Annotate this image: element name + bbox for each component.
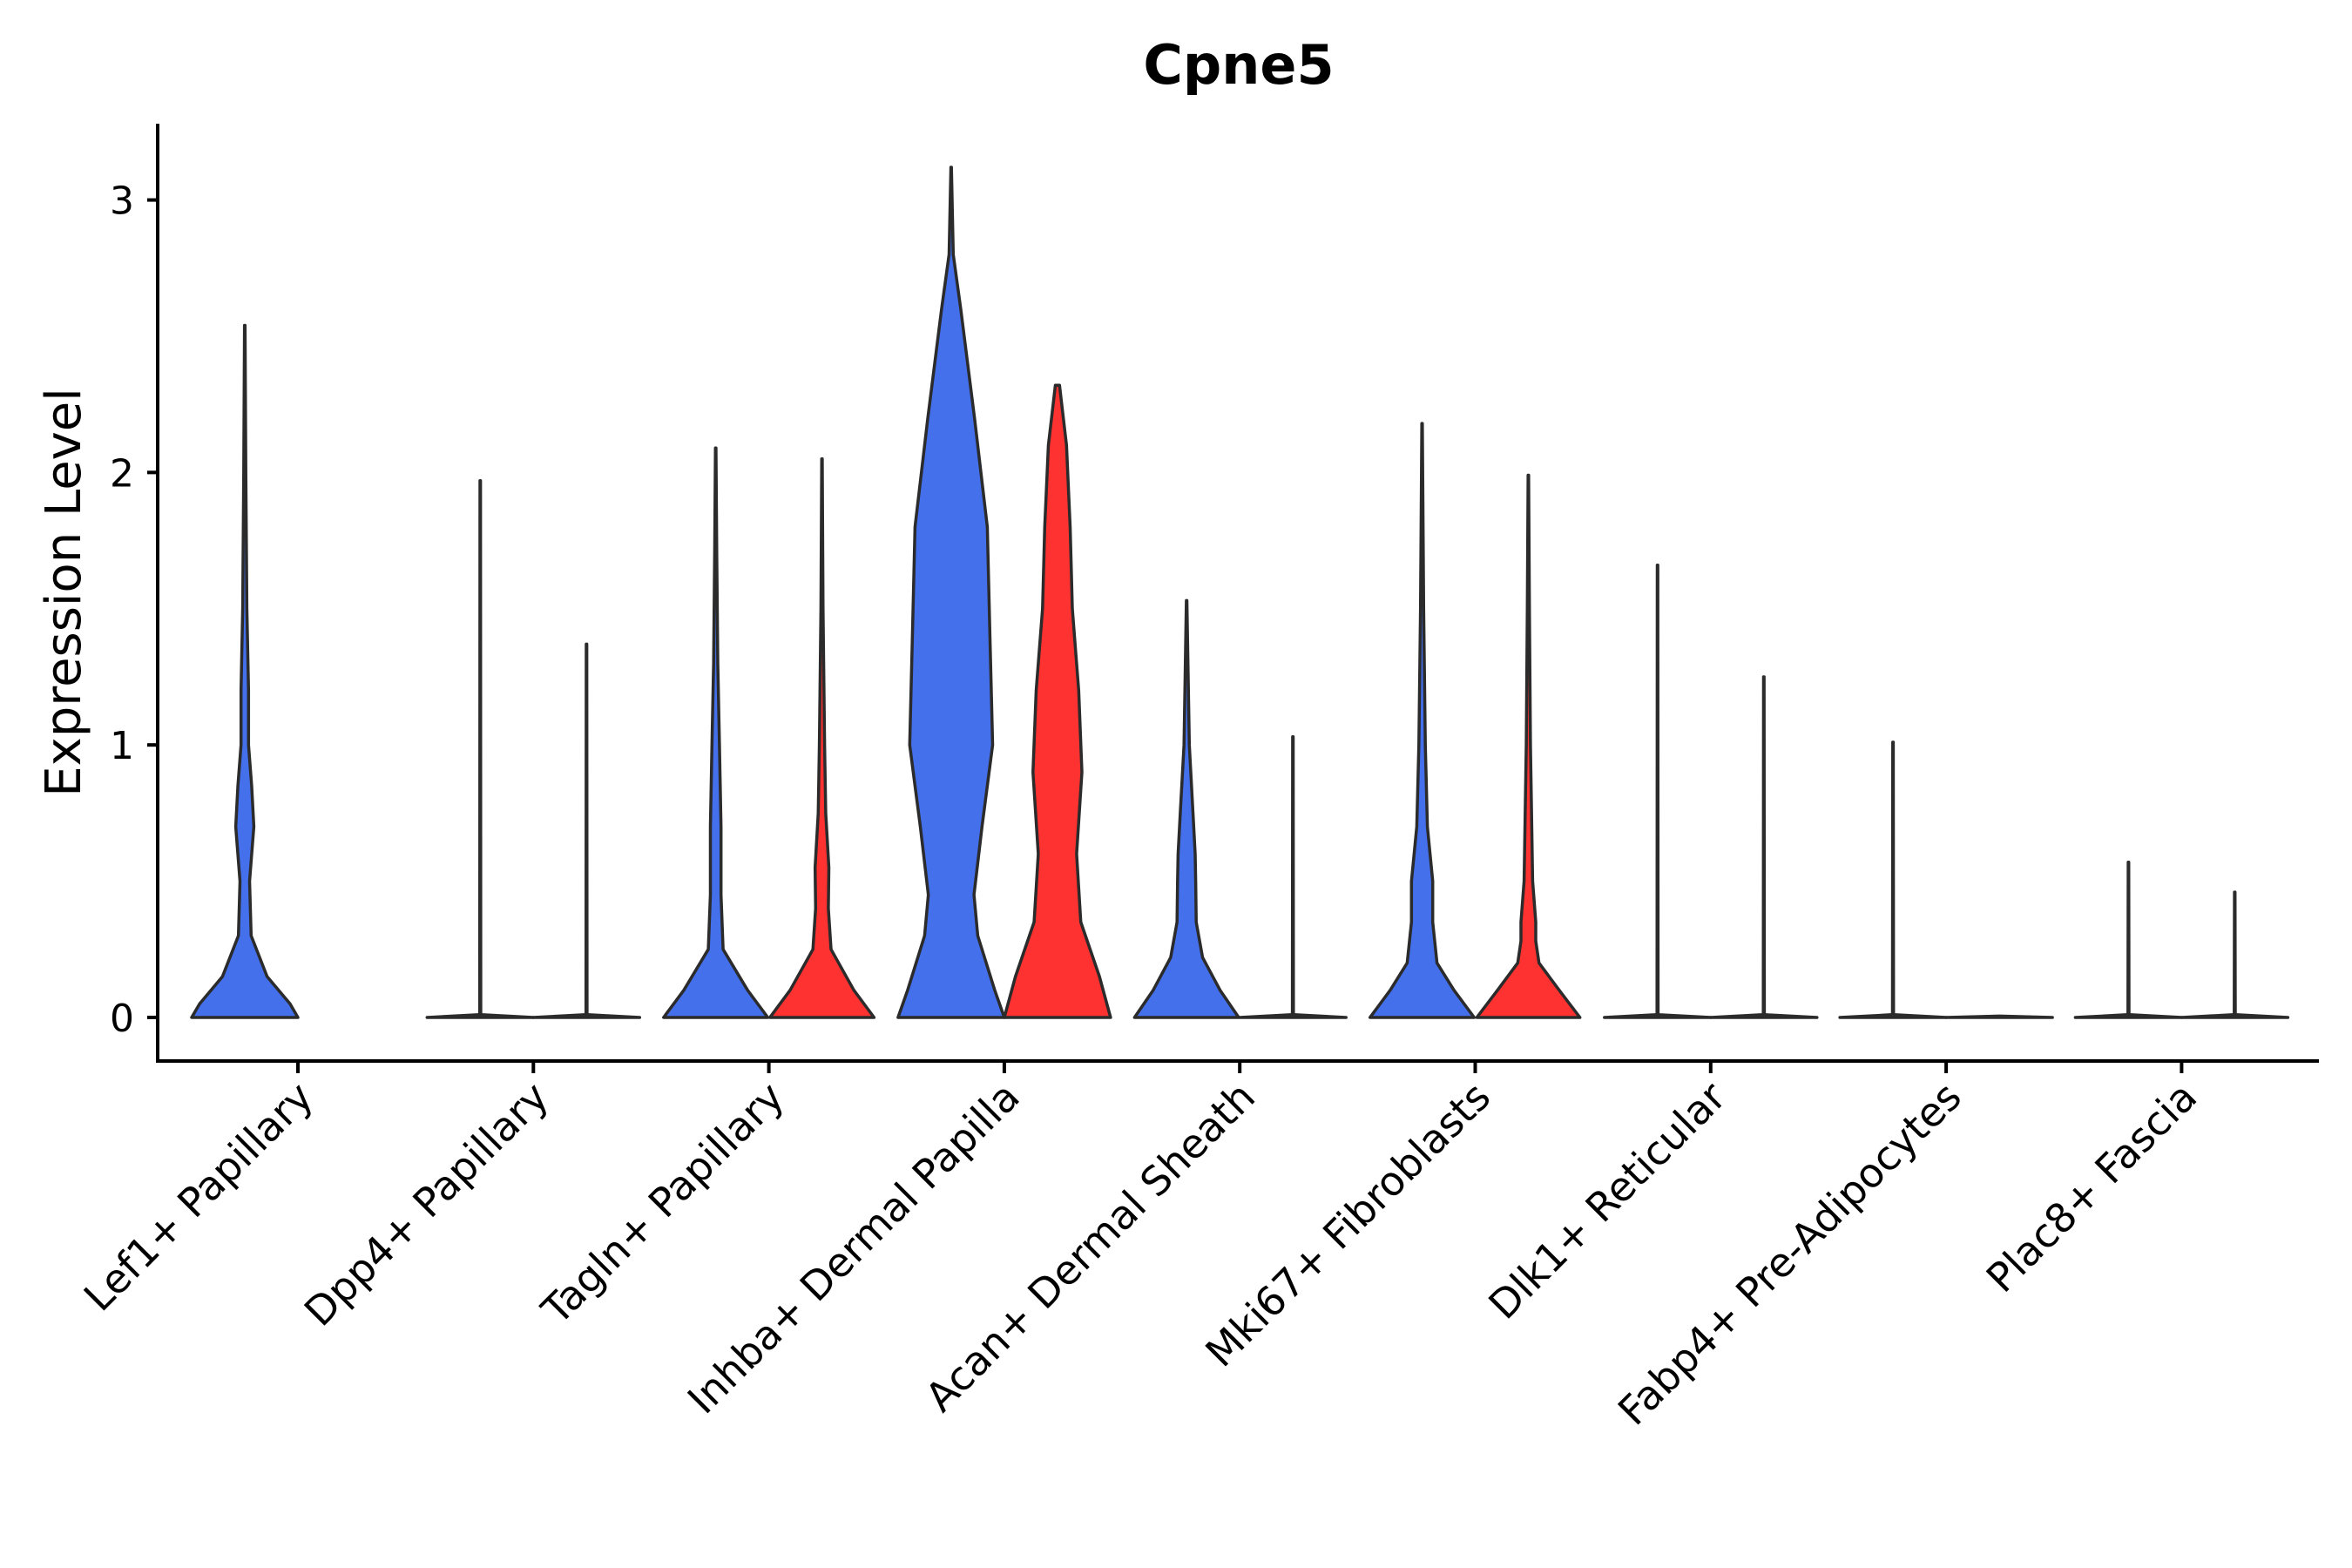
violins-layer bbox=[190, 166, 2290, 1019]
y-ticks: 0 1 2 3 bbox=[110, 179, 158, 1041]
violin-fabp4-pre-adipocytes-b bbox=[1944, 1014, 2054, 1019]
y-axis-label: Expression Level bbox=[36, 388, 92, 797]
violin-fabp4-pre-adipocytes-a bbox=[1838, 740, 1948, 1019]
x-tick-label-dpp4-papillary: Dpp4+ Papillary bbox=[295, 1073, 558, 1335]
violin-dpp4-papillary-a bbox=[425, 479, 536, 1019]
violin-plac8-fascia-b bbox=[2180, 890, 2290, 1019]
violin-mki67-fibroblasts-b bbox=[1475, 473, 1582, 1019]
violin-acan-dermal-sheath-b bbox=[1238, 735, 1348, 1019]
x-tick-label-dlk1-reticular: Dlk1+ Reticular bbox=[1479, 1073, 1734, 1328]
y-tick-label-2: 2 bbox=[110, 451, 134, 496]
violin-tagln-papillary-a bbox=[662, 446, 770, 1019]
violin-inhba-dermal-papilla-a bbox=[896, 166, 1006, 1019]
chart-title: Cpne5 bbox=[1143, 33, 1334, 97]
x-tick-label-plac8-fascia: Plac8+ Fascia bbox=[1977, 1073, 2206, 1301]
violin-acan-dermal-sheath-a bbox=[1132, 598, 1240, 1019]
violin-inhba-dermal-papilla-b bbox=[1003, 383, 1112, 1019]
violin-dpp4-papillary-b bbox=[531, 642, 642, 1019]
y-tick-label-1: 1 bbox=[110, 724, 134, 768]
x-tick-label-lef1-papillary: Lef1+ Papillary bbox=[75, 1073, 322, 1321]
violin-plac8-fascia-a bbox=[2073, 860, 2184, 1019]
violin-mki67-fibroblasts-a bbox=[1368, 422, 1477, 1019]
violin-dlk1-reticular-a bbox=[1603, 563, 1713, 1019]
violin-dlk1-reticular-b bbox=[1709, 675, 1819, 1019]
y-tick-label-0: 0 bbox=[110, 997, 134, 1041]
violin-lef1-papillary-a bbox=[190, 323, 300, 1019]
x-tick-label-tagln-papillary: Tagln+ Papillary bbox=[532, 1073, 794, 1335]
y-tick-label-3: 3 bbox=[110, 179, 134, 224]
violin-tagln-papillary-b bbox=[768, 456, 876, 1019]
